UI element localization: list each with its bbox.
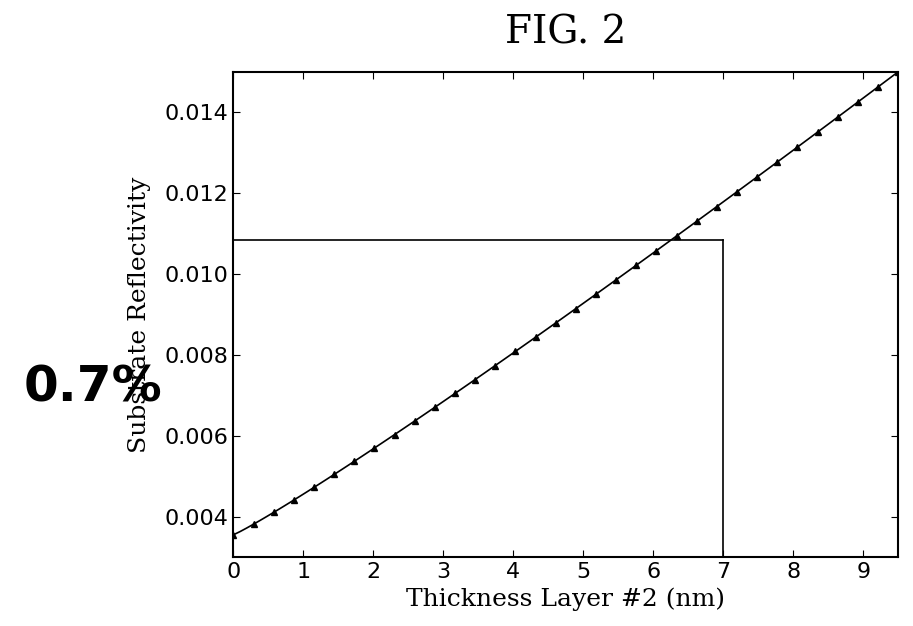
Y-axis label: Substrate Reflectivity: Substrate Reflectivity [128, 177, 151, 453]
Text: 0.7%: 0.7% [24, 363, 163, 411]
Title: FIG. 2: FIG. 2 [505, 15, 626, 52]
X-axis label: Thickness Layer #2 (nm): Thickness Layer #2 (nm) [406, 587, 725, 611]
